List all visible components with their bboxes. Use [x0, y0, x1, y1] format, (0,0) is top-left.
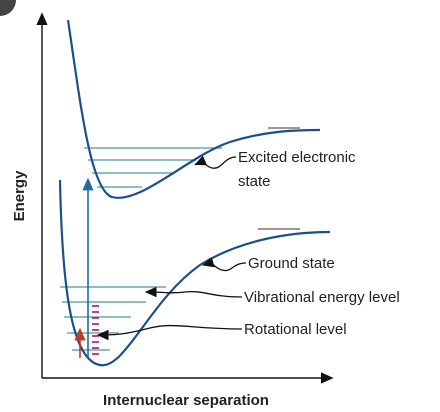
- label-ground-state: Ground state: [248, 255, 335, 272]
- x-axis-title: Internuclear separation: [103, 392, 269, 409]
- label-rotational: Rotational level: [244, 321, 347, 338]
- label-vibrational: Vibrational energy level: [244, 289, 400, 306]
- rotational-dashes: [92, 305, 99, 355]
- leader-vibrational: [144, 286, 243, 298]
- label-excited-line1: Excited electronic: [238, 149, 356, 166]
- leader-ground: [201, 257, 247, 272]
- ground-state-curve: [58, 179, 331, 367]
- leader-rotational: [96, 324, 243, 341]
- corner-badge: [0, 0, 16, 16]
- excited-state-curve: [66, 19, 321, 199]
- leader-excited: [194, 155, 237, 169]
- excited-state-levels: [84, 127, 300, 188]
- label-excited-line2: state: [238, 173, 271, 190]
- y-axis-title: Energy: [11, 170, 28, 222]
